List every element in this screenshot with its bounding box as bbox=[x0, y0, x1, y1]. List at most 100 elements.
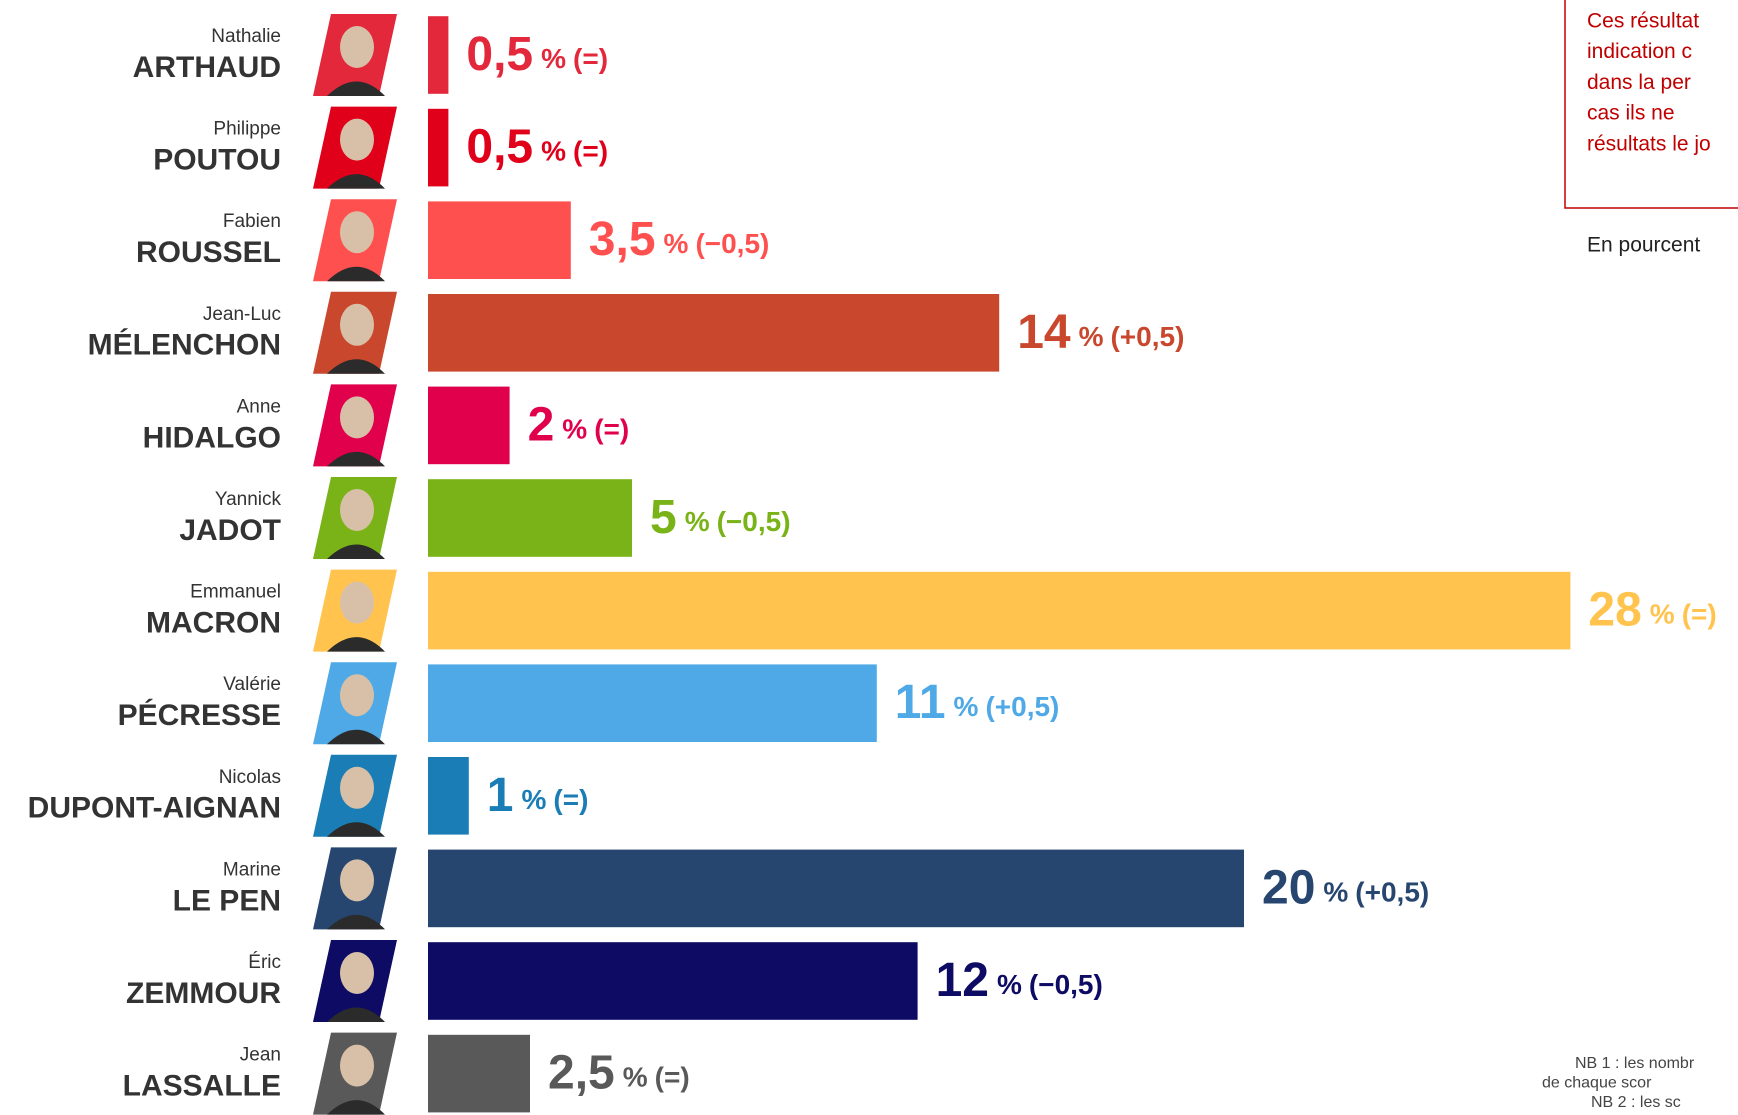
bar bbox=[428, 387, 510, 465]
value-unit: % bbox=[522, 784, 547, 815]
value-change: (+0,5) bbox=[1110, 321, 1184, 352]
first-name: Nicolas bbox=[219, 767, 281, 788]
footnote: de chaque scor bbox=[1542, 1075, 1652, 1092]
first-name: Yannick bbox=[215, 489, 282, 510]
value-number: 1 bbox=[487, 768, 514, 821]
last-name: PÉCRESSE bbox=[118, 698, 281, 732]
footnote: NB 1 : les nombr bbox=[1575, 1055, 1695, 1072]
value-label: 1%(=) bbox=[487, 768, 589, 821]
bar bbox=[428, 201, 571, 279]
last-name: HIDALGO bbox=[143, 421, 281, 454]
first-name: Marine bbox=[223, 859, 281, 880]
photo-face bbox=[340, 859, 374, 901]
value-change: (+0,5) bbox=[1355, 877, 1429, 908]
first-name: Jean bbox=[240, 1045, 281, 1066]
note-line: dans la per bbox=[1587, 71, 1691, 94]
photo-face bbox=[340, 396, 374, 438]
note-line: indication c bbox=[1587, 40, 1692, 63]
value-change: (−0,5) bbox=[717, 506, 791, 537]
page: NathalieARTHAUD0,5%(=)PhilippePOUTOU0,5%… bbox=[0, 0, 1738, 1115]
value-number: 0,5 bbox=[466, 120, 533, 173]
footnote: NB 2 : les sc bbox=[1591, 1094, 1681, 1111]
bar bbox=[428, 850, 1244, 928]
value-number: 3,5 bbox=[589, 213, 656, 266]
last-name: ARTHAUD bbox=[133, 51, 281, 84]
value-number: 2 bbox=[528, 398, 555, 451]
value-change: (−0,5) bbox=[695, 229, 769, 260]
value-unit: % bbox=[541, 43, 566, 74]
value-unit: % bbox=[1079, 321, 1104, 352]
value-label: 28%(=) bbox=[1588, 583, 1716, 636]
value-label: 2,5%(=) bbox=[548, 1046, 690, 1099]
bar bbox=[428, 572, 1570, 650]
note-line: cas ils ne bbox=[1587, 102, 1675, 125]
value-number: 20 bbox=[1262, 861, 1315, 914]
last-name: LASSALLE bbox=[123, 1070, 281, 1103]
bar bbox=[428, 479, 632, 557]
value-change: (=) bbox=[594, 414, 629, 445]
photo-face bbox=[340, 26, 374, 68]
photo-face bbox=[340, 119, 374, 161]
bar bbox=[428, 16, 448, 94]
value-change: (=) bbox=[553, 784, 588, 815]
value-unit: % bbox=[541, 136, 566, 167]
note-line: Ces résultat bbox=[1587, 10, 1699, 33]
value-label: 2%(=) bbox=[528, 398, 630, 451]
value-unit: % bbox=[954, 692, 979, 723]
bar bbox=[428, 109, 448, 187]
value-unit: % bbox=[664, 229, 689, 260]
value-label: 11%(+0,5) bbox=[895, 676, 1060, 729]
bar bbox=[428, 294, 999, 372]
photo-face bbox=[340, 1045, 374, 1087]
value-unit: % bbox=[1650, 599, 1675, 630]
value-label: 0,5%(=) bbox=[466, 28, 608, 81]
last-name: ZEMMOUR bbox=[126, 977, 281, 1010]
value-label: 0,5%(=) bbox=[466, 120, 608, 173]
last-name: JADOT bbox=[179, 514, 281, 547]
value-number: 11 bbox=[895, 676, 946, 729]
value-unit: % bbox=[562, 414, 587, 445]
photo-face bbox=[340, 211, 374, 253]
value-change: (+0,5) bbox=[985, 692, 1059, 723]
first-name: Nathalie bbox=[211, 26, 281, 47]
value-change: (=) bbox=[1682, 599, 1717, 630]
unit-note: En pourcent bbox=[1587, 234, 1700, 257]
bar bbox=[428, 1035, 530, 1113]
value-label: 20%(+0,5) bbox=[1262, 861, 1429, 914]
photo-face bbox=[340, 767, 374, 809]
value-number: 2,5 bbox=[548, 1046, 615, 1099]
value-number: 12 bbox=[936, 954, 989, 1007]
last-name: POUTOU bbox=[153, 144, 281, 177]
value-number: 14 bbox=[1017, 305, 1071, 358]
value-label: 12%(−0,5) bbox=[936, 954, 1103, 1007]
bar bbox=[428, 664, 877, 742]
first-name: Éric bbox=[248, 952, 281, 973]
last-name: MACRON bbox=[146, 607, 281, 640]
bar bbox=[428, 757, 469, 835]
first-name: Valérie bbox=[223, 674, 281, 695]
photo-face bbox=[340, 582, 374, 624]
value-unit: % bbox=[997, 969, 1022, 1000]
photo-face bbox=[340, 304, 374, 346]
value-change: (=) bbox=[655, 1062, 690, 1093]
note-line: résultats le jo bbox=[1587, 132, 1711, 155]
first-name: Fabien bbox=[223, 211, 281, 232]
last-name: LE PEN bbox=[173, 884, 281, 917]
chart: NathalieARTHAUD0,5%(=)PhilippePOUTOU0,5%… bbox=[0, 0, 1738, 1115]
value-label: 5%(−0,5) bbox=[650, 491, 791, 544]
value-change: (=) bbox=[573, 43, 608, 74]
value-number: 5 bbox=[650, 491, 677, 544]
value-unit: % bbox=[1323, 877, 1348, 908]
value-label: 14%(+0,5) bbox=[1017, 305, 1184, 358]
value-change: (−0,5) bbox=[1029, 969, 1103, 1000]
first-name: Philippe bbox=[213, 119, 281, 140]
bar bbox=[428, 942, 918, 1020]
value-number: 28 bbox=[1588, 583, 1641, 636]
first-name: Jean-Luc bbox=[203, 304, 281, 325]
value-unit: % bbox=[685, 506, 710, 537]
first-name: Emmanuel bbox=[190, 582, 281, 603]
last-name: DUPONT-AIGNAN bbox=[28, 792, 281, 825]
last-name: ROUSSEL bbox=[136, 236, 281, 269]
value-change: (=) bbox=[573, 136, 608, 167]
photo-face bbox=[340, 674, 374, 716]
